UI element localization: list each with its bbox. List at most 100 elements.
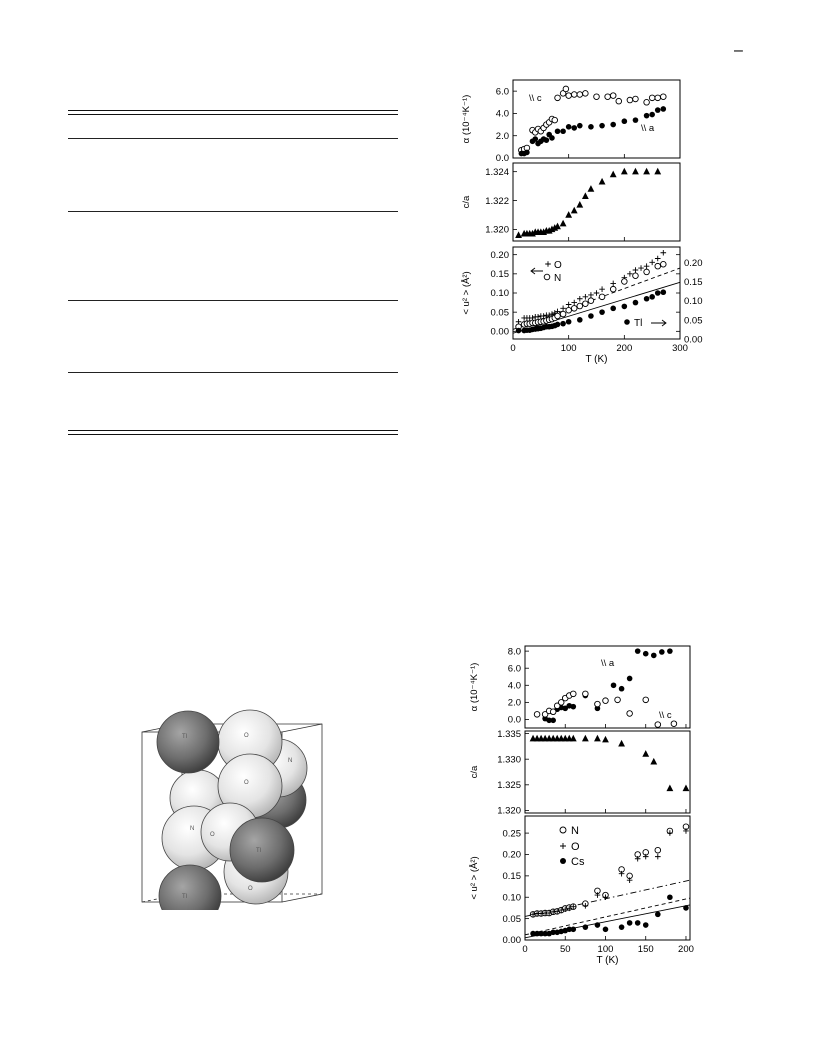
legend: NO Cs <box>559 825 585 868</box>
data-point <box>660 249 667 256</box>
legend-label-n: N <box>571 825 579 837</box>
legend-label-tl: Tl <box>634 318 642 329</box>
series <box>533 690 678 728</box>
data-point <box>542 930 548 937</box>
data-point <box>576 200 584 208</box>
data-point <box>642 853 649 860</box>
series <box>530 894 689 937</box>
data-point <box>618 924 625 930</box>
y-tick-label: 0.0 <box>508 715 521 726</box>
data-point <box>632 272 639 279</box>
data-point <box>571 125 578 131</box>
data-point <box>654 255 661 262</box>
data-point <box>546 910 552 916</box>
data-point <box>570 690 577 698</box>
x-tick-label: 100 <box>561 343 577 354</box>
y-tick-label: 0.20 <box>503 850 522 861</box>
data-point <box>626 675 633 682</box>
data-point <box>534 930 540 937</box>
y-tick-label: 4.0 <box>496 109 509 120</box>
data-point <box>570 703 577 710</box>
chart-panel-c_over_a: 1.320 1.322 1.324 c/a <box>461 162 681 242</box>
y-axis-label: α (10⁻⁴K⁻¹) <box>461 95 472 144</box>
data-point <box>571 299 578 306</box>
data-point <box>533 711 541 718</box>
data-point <box>604 93 611 100</box>
legend-label-n: N <box>554 273 561 284</box>
data-point <box>632 267 639 273</box>
data-point <box>634 920 641 926</box>
data-point <box>588 292 594 298</box>
data-point <box>614 696 621 704</box>
data-point <box>667 894 673 901</box>
data-point <box>570 91 578 98</box>
series <box>518 85 667 154</box>
data-point <box>643 112 650 119</box>
data-point <box>546 717 552 724</box>
data-point <box>558 907 565 913</box>
data-point <box>566 905 573 912</box>
data-point <box>599 309 605 315</box>
data-point <box>582 90 589 97</box>
series <box>515 260 667 330</box>
data-point <box>621 118 628 125</box>
data-point <box>621 278 628 285</box>
data-point <box>638 265 644 271</box>
data-point <box>524 149 530 156</box>
x-tick-label: 50 <box>560 944 571 955</box>
data-point <box>557 699 565 706</box>
fit-line <box>524 897 691 936</box>
x-tick-label: 100 <box>598 944 614 955</box>
legend-label-o: O <box>554 260 562 271</box>
series <box>530 828 689 918</box>
atom-label: O <box>244 780 249 786</box>
data-point <box>543 273 551 281</box>
data-point <box>565 124 572 130</box>
x-tick-label: 300 <box>672 343 688 354</box>
y-tick-label: 2.0 <box>508 698 521 709</box>
data-point <box>659 649 665 655</box>
data-point <box>654 846 662 854</box>
legend-label-o: O <box>571 841 580 853</box>
data-point <box>515 327 522 334</box>
data-point <box>660 106 667 112</box>
atom-label: O <box>244 733 249 739</box>
data-point <box>643 295 650 302</box>
y-tick-label: 0.0 <box>496 153 509 164</box>
data-point <box>642 922 649 928</box>
y-tick-label: 0.15 <box>491 269 510 280</box>
atom-label: N <box>288 758 292 764</box>
data-point <box>577 295 583 302</box>
data-point <box>642 696 649 704</box>
data-point <box>577 317 583 323</box>
data-point <box>682 784 690 792</box>
data-point <box>582 924 589 930</box>
data-point <box>626 920 633 926</box>
data-point <box>559 310 567 318</box>
data-point <box>602 894 609 901</box>
data-point <box>559 219 567 227</box>
data-point <box>551 116 558 124</box>
data-point <box>554 908 560 915</box>
data-point <box>530 930 536 937</box>
data-point <box>581 734 589 742</box>
y-tick-label: 0.10 <box>503 892 522 903</box>
data-point <box>632 167 639 175</box>
data-point <box>621 303 628 310</box>
data-point <box>618 739 625 747</box>
data-point <box>654 290 661 296</box>
x-tick-label: 200 <box>616 343 632 354</box>
data-point <box>538 930 544 937</box>
x-tick-label: 0 <box>510 343 515 354</box>
chart-panel-u2: 0.00 0.05 0.10 0.15 0.20 0.25 0 50 100 150 200 < u²… <box>469 815 694 966</box>
data-point <box>570 903 577 910</box>
data-point <box>543 137 550 143</box>
data-point <box>626 96 634 104</box>
data-point <box>660 93 667 100</box>
data-point <box>554 128 561 135</box>
y-tick-label: 2.0 <box>496 131 509 142</box>
chart-panel-c_over_a: 1.320 1.325 1.330 1.335 c/a <box>469 729 691 817</box>
data-point <box>554 94 561 102</box>
data-point <box>667 830 673 836</box>
atom-label: Tl <box>182 734 187 740</box>
